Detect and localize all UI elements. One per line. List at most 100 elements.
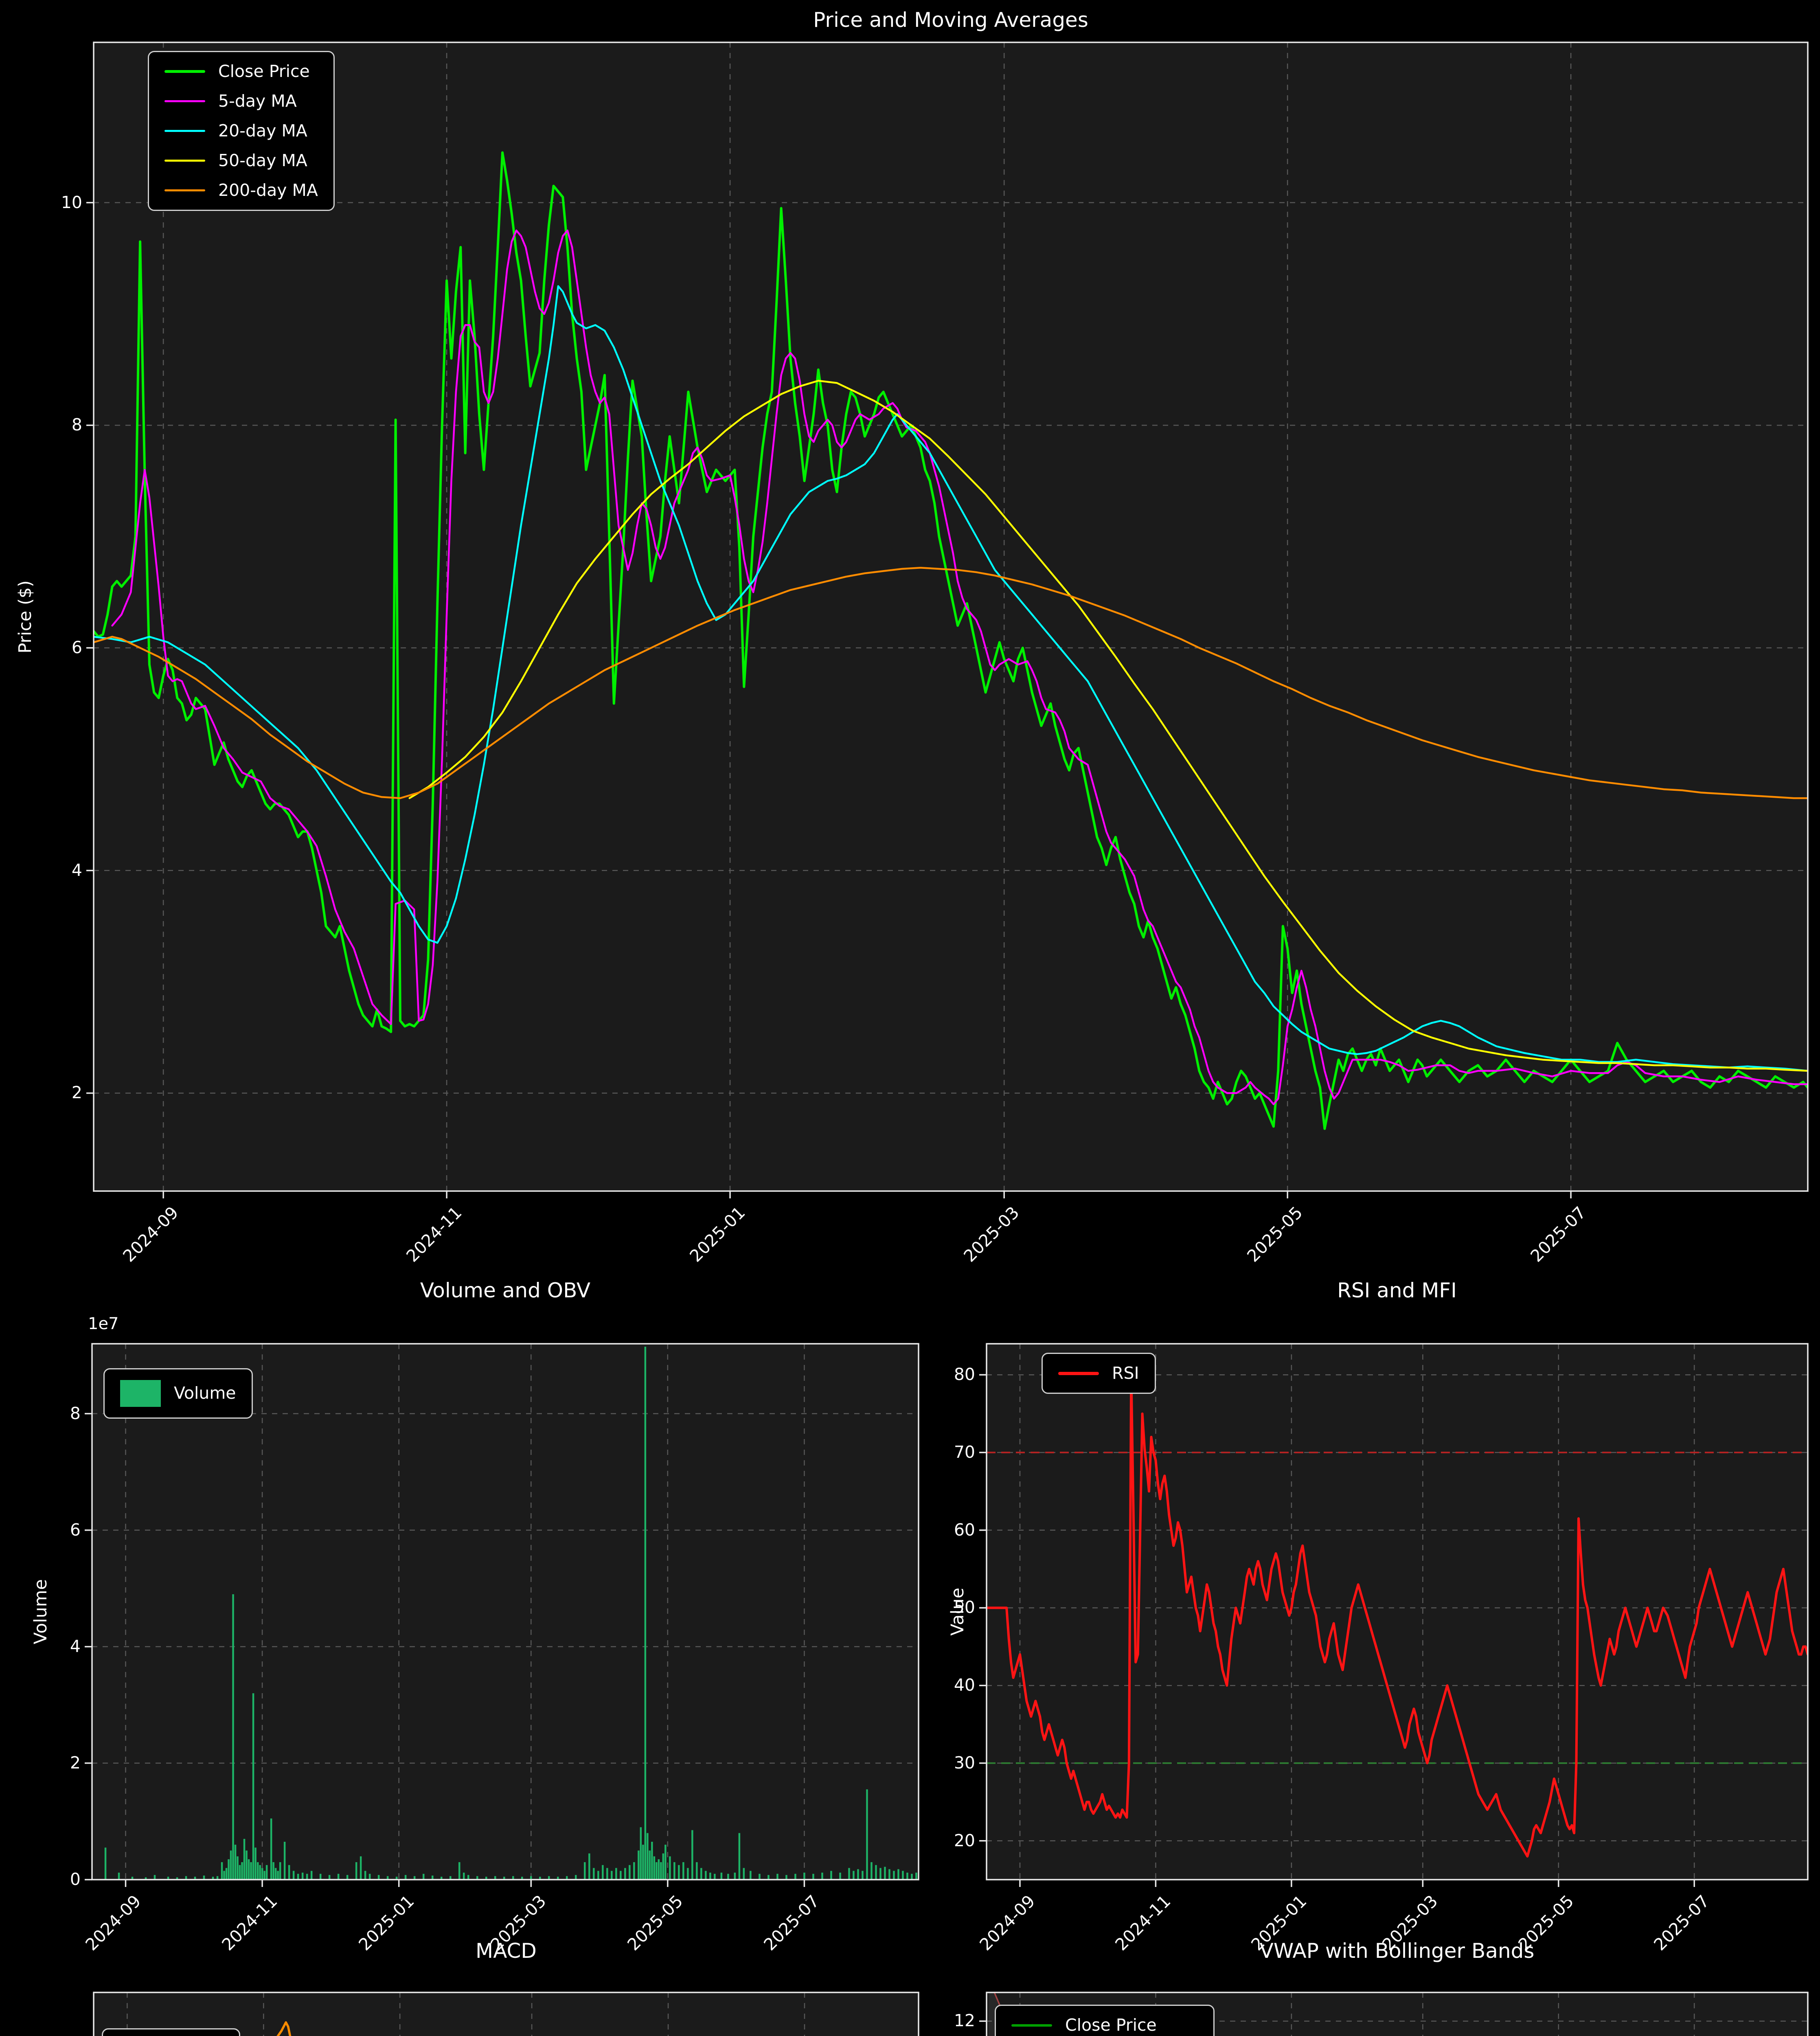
volume-bar <box>301 1872 304 1880</box>
volume-bar <box>588 1853 590 1880</box>
volume-ylabel: Volume <box>31 1579 51 1644</box>
volume-ytick-label: 4 <box>70 1636 81 1656</box>
volume-bar <box>649 1850 651 1880</box>
price-ytick-label: 2 <box>71 1083 82 1103</box>
volume-plot-area <box>92 1344 919 1880</box>
volume-bar <box>539 1876 541 1880</box>
volume-bar <box>413 1876 416 1880</box>
volume-bar <box>743 1868 745 1880</box>
volume-bar <box>319 1874 322 1880</box>
series-20-day-ma <box>94 285 1808 1072</box>
volume-bar <box>216 1876 219 1880</box>
volume-bar <box>879 1868 881 1880</box>
volume-bar <box>257 1862 259 1880</box>
price-ytick-label: 8 <box>71 415 82 435</box>
volume-bar <box>386 1876 389 1880</box>
volume-bar <box>476 1876 478 1880</box>
volume-bar <box>377 1875 380 1880</box>
volume-bar <box>759 1874 761 1880</box>
axes-spines <box>91 1343 919 1880</box>
volume-bar <box>272 1862 274 1880</box>
volume-bar <box>279 1862 281 1880</box>
volume-bar <box>557 1876 559 1880</box>
rsi-ylabel: Value <box>947 1587 968 1636</box>
volume-bar <box>250 1862 252 1880</box>
volume-bar <box>678 1865 680 1880</box>
legend-item: 200-day MA <box>164 182 318 199</box>
volume-bar <box>597 1871 599 1880</box>
volume-bar <box>364 1871 366 1880</box>
price-xtick-label: 2024-11 <box>402 1202 466 1266</box>
volume-ytick-label: 8 <box>70 1403 81 1423</box>
legend-line-swatch <box>164 189 205 192</box>
volume-bar <box>494 1876 496 1880</box>
volume-bar <box>593 1868 595 1880</box>
volume-bar <box>277 1871 279 1880</box>
rsi-ytick-label: 80 <box>954 1365 975 1384</box>
legend-item: Volume <box>120 1380 236 1407</box>
volume-bar <box>884 1867 886 1880</box>
volume-bar <box>871 1862 873 1880</box>
volume-bar <box>274 1868 277 1880</box>
volume-bar <box>221 1862 223 1880</box>
volume-bar <box>602 1865 604 1880</box>
volume-bar <box>225 1868 228 1880</box>
volume-chart-title: Volume and OBV <box>420 1279 591 1302</box>
volume-bar <box>566 1876 568 1880</box>
volume-ytick-label: 2 <box>70 1753 81 1773</box>
volume-bar <box>131 1876 134 1880</box>
volume-bar <box>306 1874 308 1880</box>
volume-xtick-label: 2025-07 <box>760 1891 823 1955</box>
volume-bar <box>530 1876 532 1880</box>
volume-bar <box>662 1853 664 1880</box>
price-chart-title: Price and Moving Averages <box>813 8 1088 32</box>
volume-bar <box>283 1842 286 1880</box>
rsi-ytick-label: 50 <box>954 1597 975 1617</box>
rsi-ytick-label: 30 <box>954 1753 975 1773</box>
volume-bar <box>642 1845 644 1880</box>
price-ytick-label: 10 <box>61 192 82 212</box>
legend-line-swatch <box>164 70 205 73</box>
volume-bar <box>118 1872 120 1880</box>
price-ytick-label: 4 <box>71 860 82 880</box>
series-rsi <box>987 1373 1808 1858</box>
series-5-day-ma <box>111 229 1808 1106</box>
volume-bar <box>153 1875 156 1880</box>
volume-bar <box>658 1859 660 1880</box>
volume-bar <box>714 1874 716 1880</box>
rsi-ytick-label: 40 <box>954 1675 975 1695</box>
volume-bar <box>897 1869 899 1880</box>
volume-bar <box>893 1871 895 1880</box>
vwap-legend: Close PriceVWAPVWAP BB UpperVWAP BB Lowe… <box>995 2005 1215 2036</box>
volume-bar <box>575 1875 577 1880</box>
volume-bar <box>248 1859 250 1880</box>
rsi-xtick-label: 2024-11 <box>1111 1891 1175 1955</box>
vwap-chart-title: VWAP with Bollinger Bands <box>1259 1939 1535 1963</box>
volume-bar <box>620 1871 622 1880</box>
volume-bar <box>866 1789 868 1880</box>
volume-bar <box>902 1871 904 1880</box>
volume-bar <box>176 1877 178 1880</box>
volume-xtick-label: 2025-01 <box>355 1891 418 1955</box>
volume-bar <box>254 1847 257 1880</box>
rsi-ytick-label: 60 <box>954 1520 975 1540</box>
price-ylabel: Price ($) <box>15 580 35 654</box>
volume-bar <box>720 1872 723 1880</box>
volume-bar <box>750 1871 752 1880</box>
axes-spines <box>986 1343 1809 1880</box>
axes-spines <box>93 42 1809 1192</box>
volume-bar <box>450 1876 452 1880</box>
legend-item: Close Price <box>1011 2016 1198 2034</box>
volume-bar <box>906 1872 908 1880</box>
price-ma-plot <box>86 42 1809 1198</box>
volume-bar <box>615 1868 617 1880</box>
volume-bar <box>660 1862 662 1880</box>
volume-bar <box>687 1868 689 1880</box>
volume-bar <box>104 1847 107 1880</box>
volume-bar <box>709 1872 711 1880</box>
volume-offset-label: 1e7 <box>88 1314 119 1333</box>
volume-xtick-label: 2024-11 <box>218 1891 281 1955</box>
legend-item: 20-day MA <box>164 122 318 140</box>
volume-bar <box>727 1874 729 1880</box>
price-xtick-label: 2024-09 <box>119 1202 182 1266</box>
